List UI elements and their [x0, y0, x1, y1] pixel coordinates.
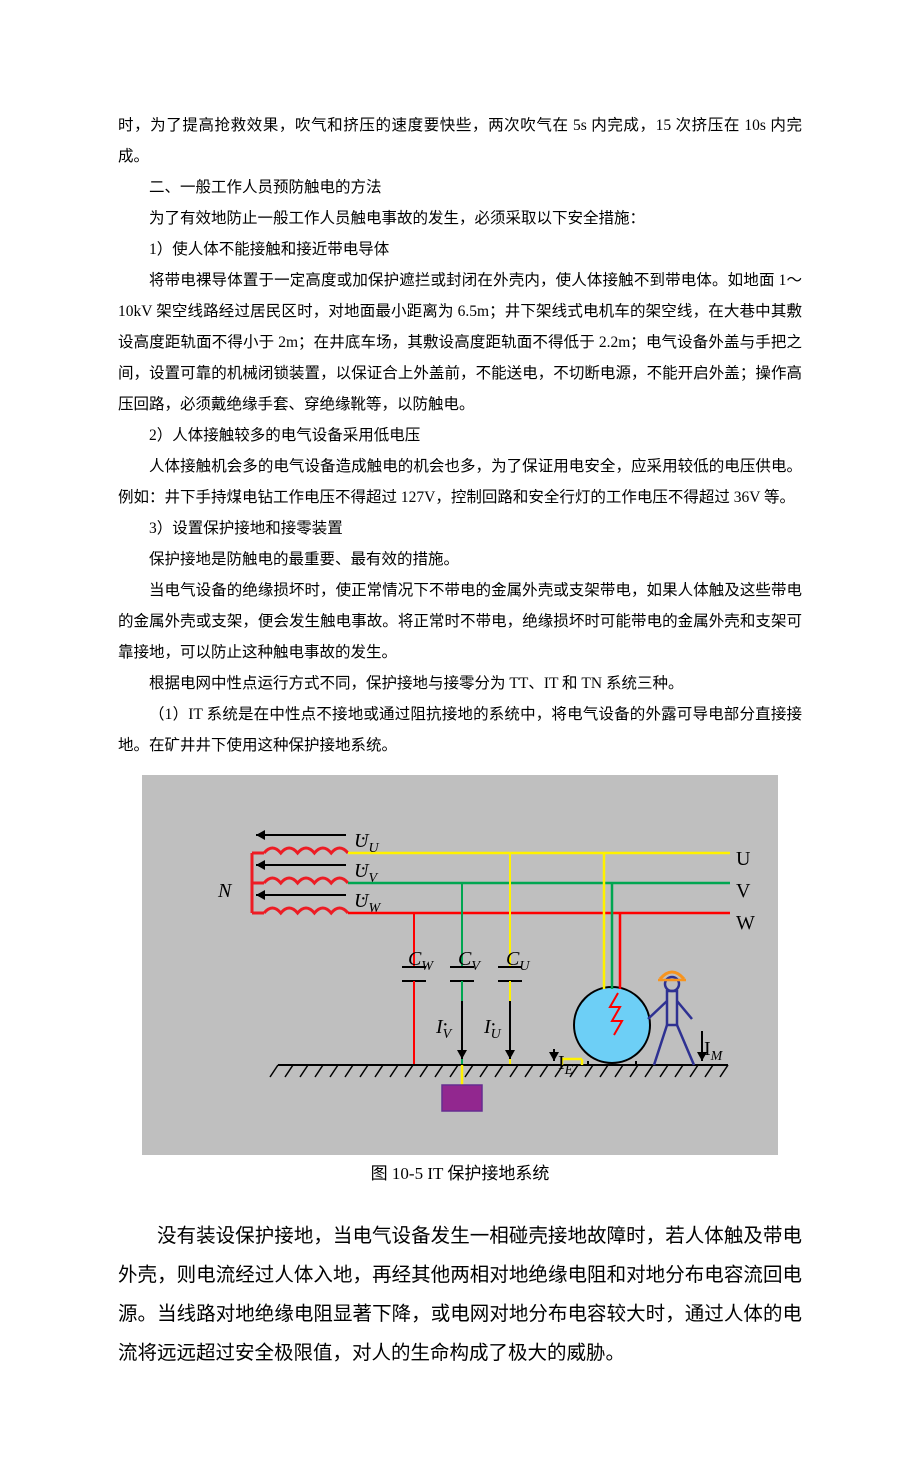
document-page: 时，为了提高抢救效果，吹气和挤压的速度要快些，两次吹气在 5s 内完成，15 次…	[0, 0, 920, 1463]
figure-10-5: NUVW·UU·UV·UWCWCVCU·IV·IUIEIM	[142, 775, 778, 1155]
body-paragraph: 将带电裸导体置于一定高度或加保护遮拦或封闭在外壳内，使人体接触不到带电体。如地面…	[118, 265, 802, 420]
body-paragraph: 1）使人体不能接触和接近带电导体	[118, 234, 802, 265]
figure-label: IM	[704, 1029, 722, 1071]
figure-label: N	[218, 871, 231, 911]
figure-label: ·IV	[436, 1007, 451, 1049]
body-paragraph: 3）设置保护接地和接零装置	[118, 513, 802, 544]
body-paragraph: 时，为了提高抢救效果，吹气和挤压的速度要快些，两次吹气在 5s 内完成，15 次…	[118, 110, 802, 172]
figure-caption: 图 10-5 IT 保护接地系统	[142, 1157, 778, 1191]
figure-label: ·UW	[354, 881, 380, 923]
figure-label: CW	[408, 939, 433, 981]
body-paragraph: 为了有效地防止一般工作人员触电事故的发生，必须采取以下安全措施：	[118, 203, 802, 234]
figure-label: CU	[506, 939, 529, 981]
figure-block: NUVW·UU·UV·UWCWCVCU·IV·IUIEIM 图 10-5 IT …	[142, 775, 778, 1191]
figure-label: IE	[558, 1043, 573, 1085]
body-paragraph: 根据电网中性点运行方式不同，保护接地与接零分为 TT、IT 和 TN 系统三种。	[118, 668, 802, 699]
body-paragraph: 二、一般工作人员预防触电的方法	[118, 172, 802, 203]
body-paragraph: 保护接地是防触电的最重要、最有效的措施。	[118, 544, 802, 575]
figure-label: W	[736, 903, 755, 943]
figure-label: CV	[458, 939, 480, 981]
body-paragraph: 当电气设备的绝缘损坏时，使正常情况下不带电的金属外壳或支架带电，如果人体触及这些…	[118, 575, 802, 668]
body-paragraph: 没有装设保护接地，当电气设备发生一相碰壳接地故障时，若人体触及带电外壳，则电流经…	[118, 1217, 802, 1373]
body-paragraph: （1）IT 系统是在中性点不接地或通过阻抗接地的系统中，将电气设备的外露可导电部…	[118, 699, 802, 761]
figure-label: ·IU	[484, 1007, 501, 1049]
body-paragraph: 2）人体接触较多的电气设备采用低电压	[118, 420, 802, 451]
body-paragraph: 人体接触机会多的电气设备造成触电的机会也多，为了保证用电安全，应采用较低的电压供…	[118, 451, 802, 513]
